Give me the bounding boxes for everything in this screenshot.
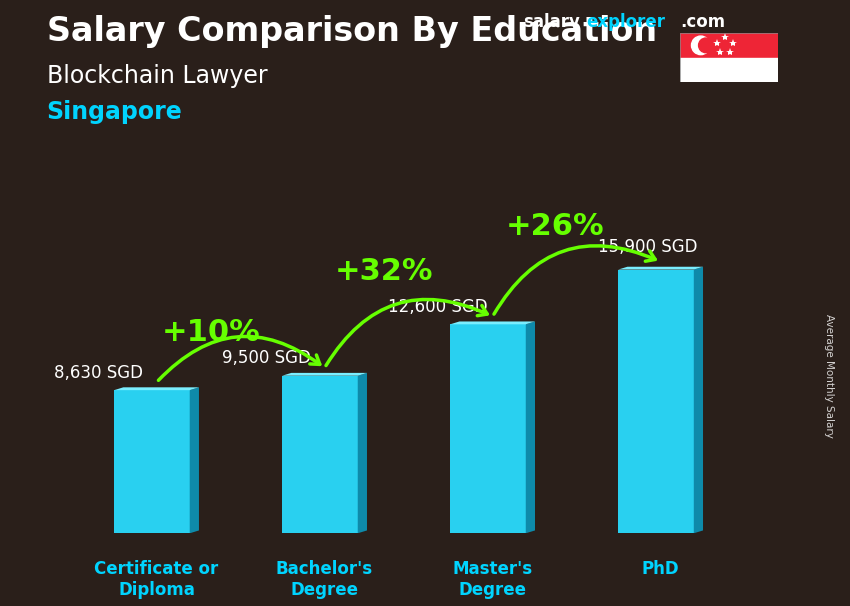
Text: PhD: PhD — [642, 560, 679, 578]
Text: Salary Comparison By Education: Salary Comparison By Education — [47, 15, 657, 48]
Text: Average Monthly Salary: Average Monthly Salary — [824, 314, 834, 438]
Text: +10%: +10% — [162, 318, 260, 347]
Polygon shape — [114, 387, 199, 390]
Polygon shape — [450, 321, 535, 324]
FancyArrowPatch shape — [158, 336, 320, 381]
Text: 15,900 SGD: 15,900 SGD — [598, 238, 697, 256]
Polygon shape — [190, 387, 199, 533]
Text: 9,500 SGD: 9,500 SGD — [222, 350, 310, 367]
Text: +26%: +26% — [506, 212, 604, 241]
Bar — [680, 33, 778, 58]
Polygon shape — [282, 373, 367, 376]
Text: Certificate or
Diploma: Certificate or Diploma — [94, 560, 218, 599]
Polygon shape — [282, 376, 358, 533]
Text: Blockchain Lawyer: Blockchain Lawyer — [47, 64, 268, 88]
Polygon shape — [618, 267, 703, 270]
Polygon shape — [114, 390, 190, 533]
Circle shape — [699, 38, 713, 53]
Text: salary: salary — [523, 13, 580, 32]
Text: Master's
Degree: Master's Degree — [452, 560, 533, 599]
Polygon shape — [618, 270, 694, 533]
Text: 8,630 SGD: 8,630 SGD — [54, 364, 143, 382]
FancyArrowPatch shape — [326, 299, 487, 365]
Text: Bachelor's
Degree: Bachelor's Degree — [276, 560, 373, 599]
Polygon shape — [526, 321, 535, 533]
Circle shape — [692, 36, 710, 55]
Text: Singapore: Singapore — [47, 100, 183, 124]
FancyArrowPatch shape — [494, 246, 655, 314]
Polygon shape — [694, 267, 703, 533]
Text: +32%: +32% — [335, 257, 433, 286]
Polygon shape — [450, 324, 526, 533]
Polygon shape — [358, 373, 367, 533]
Text: .com: .com — [680, 13, 725, 32]
Bar — [680, 58, 778, 82]
Text: 12,600 SGD: 12,600 SGD — [388, 298, 487, 316]
Text: explorer: explorer — [586, 13, 666, 32]
